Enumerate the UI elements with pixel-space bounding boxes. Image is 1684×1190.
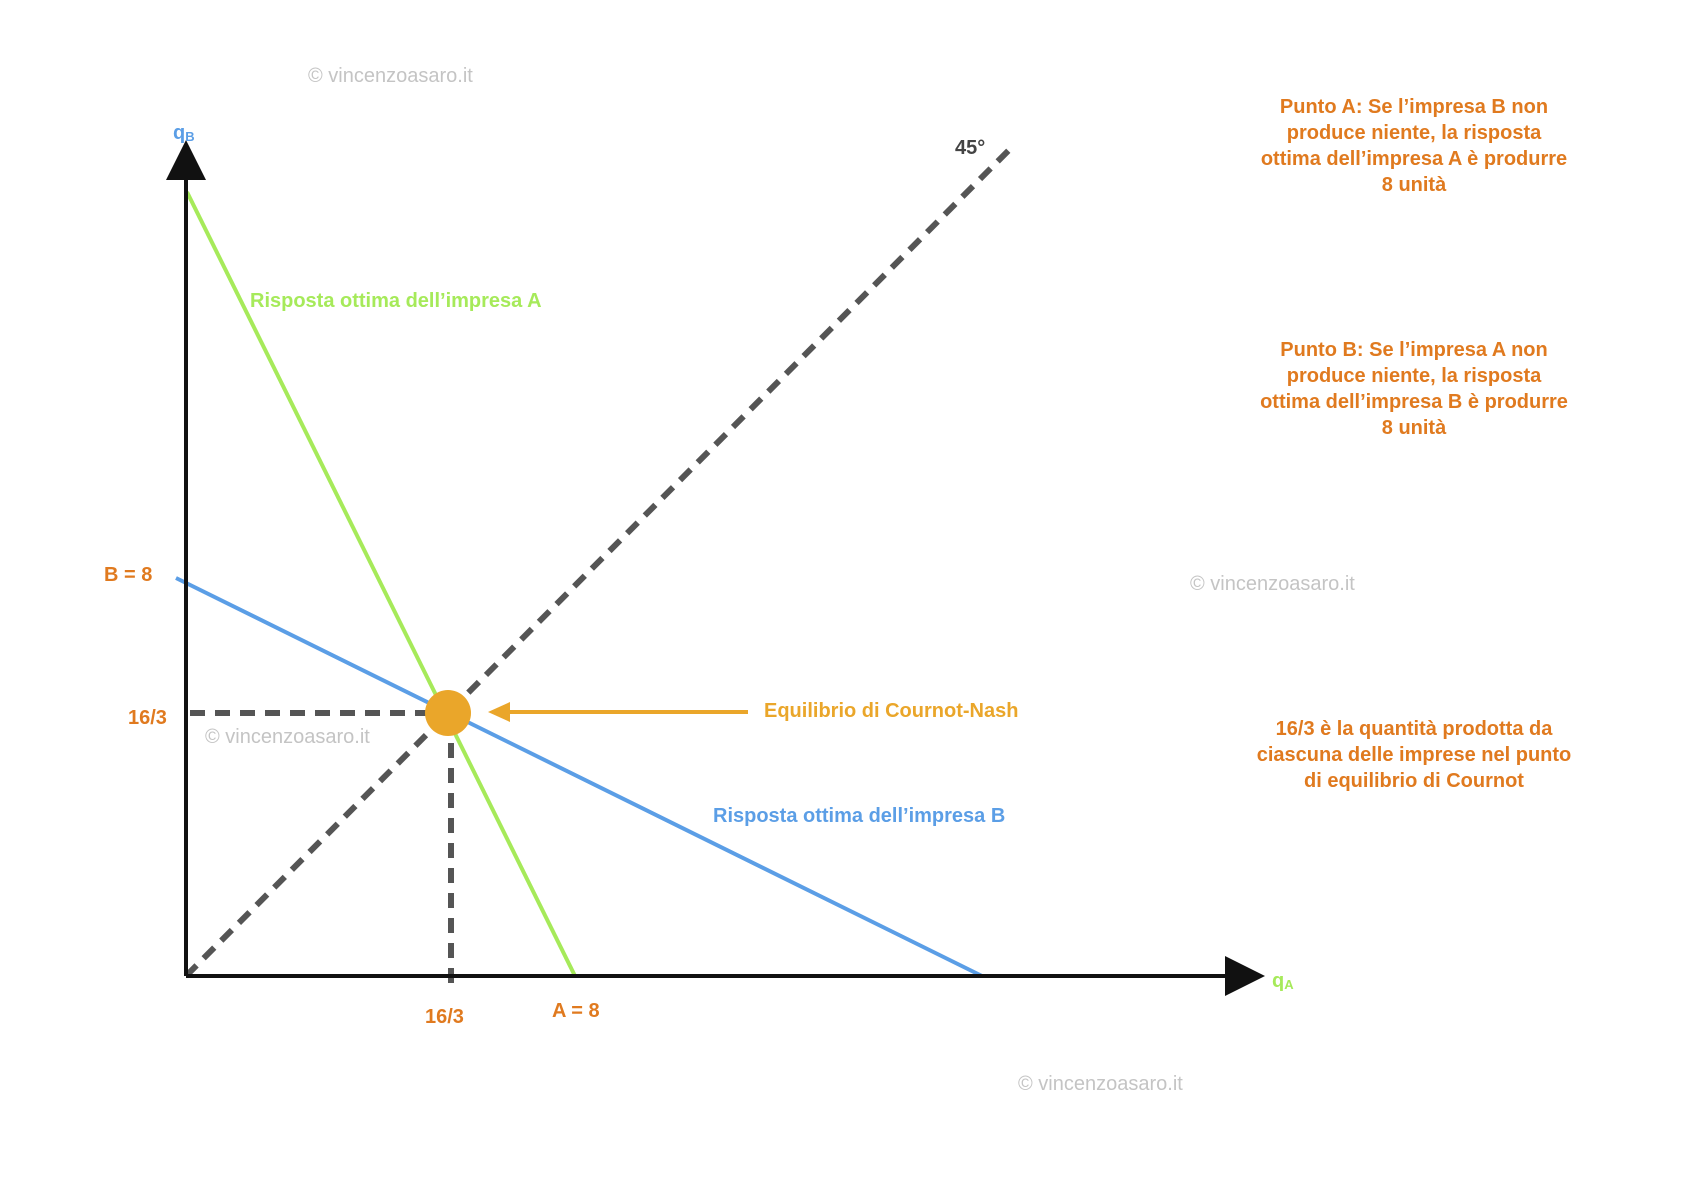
watermark-bottom: © vincenzoasaro.it <box>1018 1073 1183 1095</box>
note-quantity: 16/3 è la quantità prodotta da ciascuna … <box>1257 718 1572 792</box>
best-response-a-label: Risposta ottima dell’impresa A <box>250 290 542 312</box>
note-point-a-line-2: produce niente, la risposta <box>1287 122 1542 144</box>
tick-y-16-3: 16/3 <box>128 707 167 729</box>
note-point-a: Punto A: Se l’impresa B non produce nien… <box>1261 96 1567 196</box>
tick-a-8: A = 8 <box>552 1000 600 1022</box>
note-quantity-line-3: di equilibrio di Cournot <box>1304 770 1524 792</box>
watermark-right: © vincenzoasaro.it <box>1190 573 1355 595</box>
note-point-a-line-3: ottima dell’impresa A è produrre <box>1261 148 1567 170</box>
tick-x-16-3: 16/3 <box>425 1006 464 1028</box>
equilibrium-point <box>425 690 471 736</box>
watermark-center: © vincenzoasaro.it <box>205 726 370 748</box>
best-response-a-line <box>185 191 577 977</box>
note-point-b-line-2: produce niente, la risposta <box>1287 365 1542 387</box>
tick-b-8: B = 8 <box>104 564 152 586</box>
note-point-a-line-4: 8 unità <box>1382 174 1447 196</box>
x-axis-label: qA <box>1272 970 1294 992</box>
equilibrium-arrow-head <box>488 702 510 722</box>
note-point-b-line-4: 8 unità <box>1382 417 1447 439</box>
angle-label: 45° <box>955 137 985 159</box>
best-response-b-line <box>175 576 983 978</box>
watermark-top: © vincenzoasaro.it <box>308 65 473 87</box>
note-quantity-line-1: 16/3 è la quantità prodotta da <box>1276 718 1554 740</box>
equilibrium-label: Equilibrio di Cournot-Nash <box>764 700 1018 722</box>
best-response-b-label: Risposta ottima dell’impresa B <box>713 805 1005 827</box>
y-axis-label: qB <box>173 122 195 144</box>
note-point-a-line-1: Punto A: Se l’impresa B non <box>1280 96 1548 118</box>
note-point-b: Punto B: Se l’impresa A non produce nien… <box>1260 339 1568 439</box>
diagonal-45-line <box>183 144 1015 979</box>
note-point-b-line-3: ottima dell’impresa B è produrre <box>1260 391 1568 413</box>
note-point-b-line-1: Punto B: Se l’impresa A non <box>1280 339 1547 361</box>
note-quantity-line-2: ciascuna delle imprese nel punto <box>1257 744 1572 766</box>
